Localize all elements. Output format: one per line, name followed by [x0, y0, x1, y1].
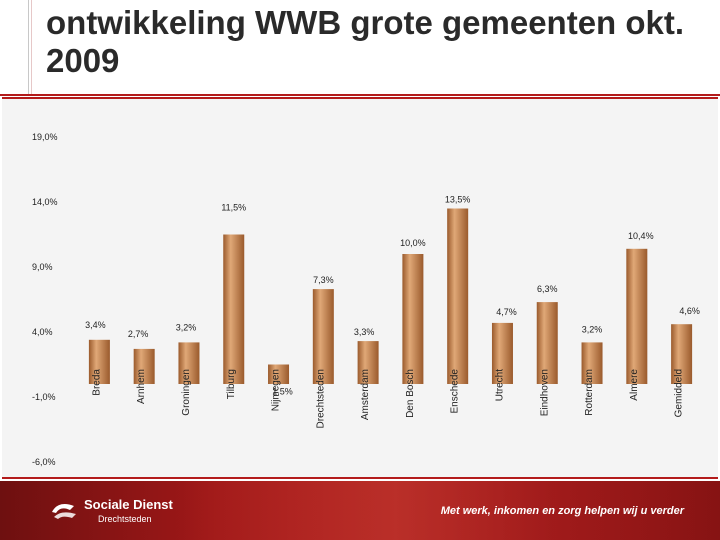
y-tick-label: 9,0% — [32, 262, 53, 272]
y-tick-label: -6,0% — [32, 457, 56, 467]
header-divider — [0, 94, 720, 96]
page-title: ontwikkeling WWB grote gemeenten okt. 20… — [46, 4, 685, 79]
bar-drechtsteden — [312, 289, 334, 384]
data-label: 4,6% — [679, 306, 700, 316]
data-label: 2,7% — [128, 329, 149, 339]
category-label: Utrecht — [494, 369, 505, 401]
brand-subtitle: Drechtsteden — [98, 514, 152, 524]
category-label: Rotterdam — [584, 369, 595, 416]
brand-name: Sociale Dienst — [84, 497, 173, 512]
title-side-rule-accent — [31, 0, 32, 95]
bar-eindhoven — [536, 302, 558, 384]
category-label: Eindhoven — [539, 369, 550, 416]
category-label: Enschede — [450, 369, 461, 414]
bar-den-bosch — [402, 254, 424, 384]
title-side-rule — [28, 0, 29, 95]
y-tick-label: 19,0% — [32, 132, 58, 142]
category-label: Arnhem — [136, 369, 147, 404]
bar-enschede — [447, 208, 469, 384]
data-label: 6,3% — [537, 284, 558, 294]
category-label: Gemiddeld — [674, 369, 685, 417]
category-label: Drechtsteden — [315, 369, 326, 428]
data-label: 13,5% — [445, 195, 471, 205]
category-label: Groningen — [181, 369, 192, 416]
bar-rotterdam — [581, 342, 603, 384]
y-tick-label: -1,0% — [32, 392, 56, 402]
data-label: 10,4% — [628, 231, 654, 241]
category-label: Almere — [629, 369, 640, 401]
bar-tilburg — [223, 234, 245, 384]
footer-tagline: Met werk, inkomen en zorg helpen wij u v… — [440, 505, 684, 517]
y-tick-label: 4,0% — [32, 327, 53, 337]
data-label: 4,7% — [496, 307, 517, 317]
footer-photo-strip — [180, 481, 720, 540]
data-label: 3,2% — [176, 322, 197, 332]
category-label: Tilburg — [226, 369, 237, 399]
bar-almere — [626, 248, 648, 384]
bar-chart: 19,0% 14,0% 9,0% 4,0% -1,0% -6,0% 3,4% 2,7% 3,2%… — [32, 132, 700, 467]
data-label: 3,2% — [582, 324, 603, 334]
category-label: Nijmegen — [271, 369, 282, 411]
data-label: 3,3% — [354, 327, 375, 337]
sociale-dienst-logo-icon — [52, 504, 76, 519]
data-label: 10,0% — [400, 238, 426, 248]
bar-breda — [88, 339, 110, 384]
bar-nijmegen — [268, 364, 290, 384]
bar-arnhem — [133, 348, 155, 384]
data-label: 7,3% — [313, 275, 334, 285]
bar-groningen — [178, 342, 200, 384]
category-label: Breda — [91, 369, 102, 396]
bar-utrecht — [491, 322, 513, 384]
category-label: Den Bosch — [405, 369, 416, 418]
bar-amsterdam — [357, 341, 379, 384]
category-label: Amsterdam — [360, 369, 371, 420]
footer-banner: Sociale Dienst Drechtsteden Met werk, in… — [0, 481, 720, 540]
data-label: 3,4% — [85, 320, 106, 330]
data-label: 1,5% — [272, 387, 293, 397]
bar-gemiddeld — [671, 324, 693, 384]
chart-area: 19,0% 14,0% 9,0% 4,0% -1,0% -6,0% 3,4% 2,7% 3,2%… — [2, 97, 718, 479]
y-tick-label: 14,0% — [32, 197, 58, 207]
data-label: 11,5% — [221, 203, 246, 213]
